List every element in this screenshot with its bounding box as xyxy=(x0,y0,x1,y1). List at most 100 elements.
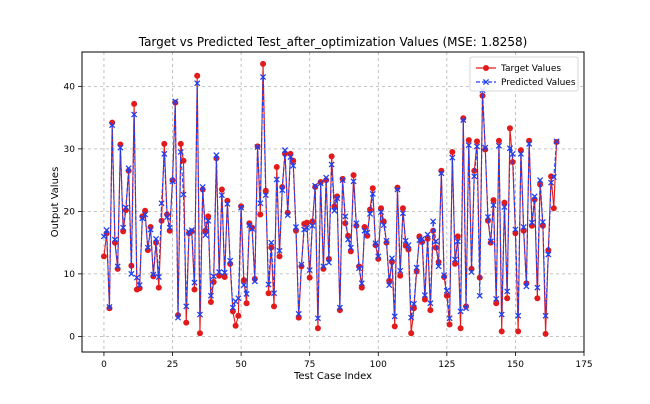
data-point xyxy=(287,153,294,161)
data-point xyxy=(523,283,530,290)
data-point xyxy=(449,149,456,155)
data-point xyxy=(317,179,324,185)
data-point xyxy=(150,273,157,280)
x-tick-label: 75 xyxy=(304,360,315,370)
data-point xyxy=(221,274,228,280)
series-line xyxy=(103,76,558,319)
data-point xyxy=(509,150,516,157)
data-point xyxy=(131,111,138,118)
data-point xyxy=(166,224,173,231)
data-point xyxy=(205,213,212,220)
data-point xyxy=(397,272,404,279)
data-point xyxy=(490,197,497,204)
data-point xyxy=(454,233,461,240)
data-point xyxy=(147,226,154,233)
data-point xyxy=(495,142,503,149)
x-axis-label: Test Case Index xyxy=(293,371,372,382)
data-point xyxy=(128,270,135,277)
legend-marker xyxy=(482,78,490,86)
data-point xyxy=(210,279,217,285)
data-point xyxy=(531,193,538,200)
plot-frame xyxy=(81,51,585,353)
data-point xyxy=(372,240,379,247)
x-tick-label: 50 xyxy=(235,360,247,370)
data-point xyxy=(276,253,283,260)
data-point xyxy=(292,223,300,231)
data-point xyxy=(424,231,431,238)
data-point xyxy=(122,204,129,211)
data-point xyxy=(528,219,535,226)
data-point xyxy=(550,173,557,181)
data-point xyxy=(542,330,549,337)
data-point xyxy=(506,125,513,132)
data-point xyxy=(517,150,524,157)
data-point xyxy=(369,185,376,192)
data-point xyxy=(504,295,511,302)
data-point xyxy=(495,137,502,144)
data-point xyxy=(273,176,280,183)
data-point xyxy=(169,178,176,185)
data-point xyxy=(136,282,143,289)
chart-title: Target vs Predicted Test_after_optimizat… xyxy=(138,35,528,49)
axis-ticks: 0 25 50 75 100 125 150 175 0 10 20 30 40 xyxy=(64,82,593,370)
data-point xyxy=(487,239,494,246)
data-point xyxy=(158,217,165,224)
data-point xyxy=(163,213,171,221)
data-point xyxy=(539,218,546,226)
data-point xyxy=(377,208,385,216)
data-point xyxy=(205,217,212,224)
y-tick-label: 0 xyxy=(69,332,75,342)
data-point xyxy=(515,312,522,319)
data-point xyxy=(493,300,500,307)
data-point xyxy=(498,328,505,335)
data-point xyxy=(180,157,187,164)
data-point xyxy=(191,286,198,293)
data-point xyxy=(202,232,209,239)
data-point xyxy=(254,143,261,151)
data-point xyxy=(358,284,365,291)
data-point xyxy=(339,177,346,184)
y-tick-label: 10 xyxy=(64,270,76,280)
data-point xyxy=(441,272,448,279)
x-tick-label: 25 xyxy=(167,360,178,370)
data-point xyxy=(430,218,437,225)
data-point xyxy=(144,244,151,251)
data-point xyxy=(131,100,138,107)
data-point xyxy=(504,288,511,295)
data-point xyxy=(399,210,407,217)
data-point xyxy=(356,263,363,270)
data-point xyxy=(158,200,165,207)
data-point xyxy=(347,244,354,251)
data-point xyxy=(183,319,190,326)
data-point xyxy=(188,227,195,234)
data-point xyxy=(259,73,267,81)
y-tick-label: 20 xyxy=(64,207,76,217)
data-point xyxy=(408,330,415,337)
data-point xyxy=(251,278,258,285)
data-point xyxy=(452,256,459,263)
data-point xyxy=(290,162,297,169)
data-point xyxy=(298,261,305,268)
data-point xyxy=(177,140,184,147)
data-point xyxy=(468,268,475,276)
data-point xyxy=(314,315,321,322)
data-point xyxy=(257,200,264,207)
data-point xyxy=(224,200,231,207)
data-point xyxy=(345,236,352,243)
data-point xyxy=(358,280,365,287)
legend-marker xyxy=(483,65,489,71)
data-point xyxy=(471,173,478,180)
data-point xyxy=(413,264,420,271)
data-point xyxy=(117,141,124,148)
data-point xyxy=(273,164,280,170)
data-point xyxy=(369,190,376,197)
data-point xyxy=(268,239,275,246)
data-point xyxy=(542,312,549,319)
data-point xyxy=(328,153,335,160)
data-point xyxy=(133,274,140,281)
data-point xyxy=(402,237,409,244)
data-point xyxy=(427,300,434,307)
legend-label: Predicted Values xyxy=(501,78,576,88)
data-point xyxy=(213,152,220,159)
data-point xyxy=(194,80,201,87)
